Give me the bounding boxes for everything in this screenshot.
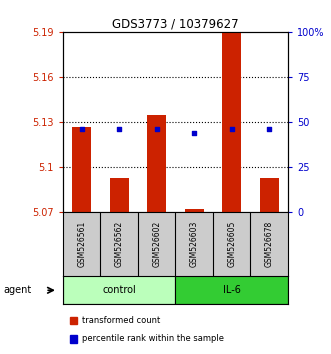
Bar	[185, 209, 204, 212]
Text: transformed count: transformed count	[82, 316, 160, 325]
Bar	[260, 178, 279, 212]
Text: percentile rank within the sample: percentile rank within the sample	[82, 335, 224, 343]
Text: GSM526562: GSM526562	[115, 221, 124, 267]
Point	[79, 126, 84, 132]
Bar	[175, 276, 288, 304]
Text: agent: agent	[3, 285, 31, 295]
Bar	[72, 127, 91, 212]
Bar	[147, 115, 166, 212]
Point	[192, 130, 197, 136]
Bar	[222, 32, 241, 212]
Point	[229, 126, 234, 132]
Point	[154, 126, 159, 132]
Text: control: control	[102, 285, 136, 295]
Point	[117, 126, 122, 132]
Text: GSM526603: GSM526603	[190, 221, 199, 268]
Text: GSM526602: GSM526602	[152, 221, 161, 267]
Bar	[110, 178, 128, 212]
Text: GSM526678: GSM526678	[265, 221, 274, 267]
Point	[266, 126, 272, 132]
Bar	[63, 276, 175, 304]
Text: GSM526605: GSM526605	[227, 221, 236, 268]
Text: IL-6: IL-6	[223, 285, 241, 295]
Text: GSM526561: GSM526561	[77, 221, 86, 267]
Title: GDS3773 / 10379627: GDS3773 / 10379627	[112, 18, 239, 31]
